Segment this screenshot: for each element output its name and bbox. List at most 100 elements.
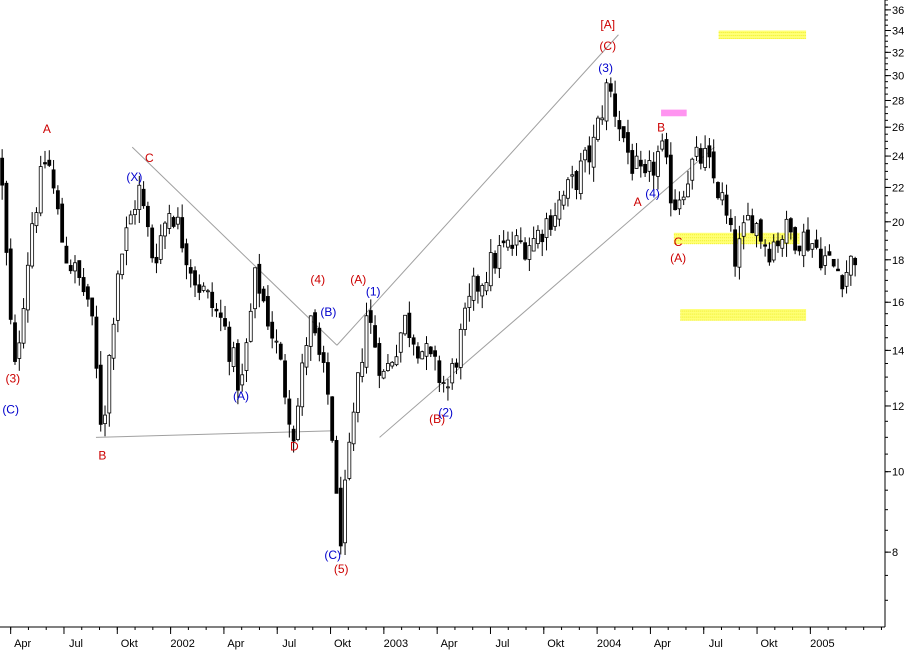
candle-body	[621, 126, 626, 139]
candle-body	[218, 312, 223, 318]
price-candles	[0, 77, 858, 555]
x-tick-label: 2004	[597, 638, 621, 650]
candle-body	[600, 117, 605, 121]
candle-body	[278, 343, 283, 360]
candle-body	[34, 212, 39, 227]
candle-body	[257, 263, 262, 294]
candle-body	[737, 238, 742, 268]
candle-body	[411, 337, 416, 345]
y-tick-label: 28	[892, 95, 904, 107]
wave-label-15: (2)	[438, 406, 453, 420]
candle-body	[548, 215, 553, 230]
candle-body	[326, 362, 330, 395]
candle-body	[651, 161, 656, 176]
candle-body	[390, 361, 395, 367]
candle-body	[205, 290, 210, 293]
candle-body	[797, 245, 802, 252]
candle-body	[793, 227, 798, 251]
wave-label-13: (1)	[366, 285, 381, 299]
candle-body	[287, 398, 292, 425]
candle-body	[574, 171, 579, 190]
candle-body	[754, 223, 759, 237]
candle-body	[510, 244, 515, 249]
candle-body	[85, 286, 90, 300]
candle-body	[853, 257, 858, 266]
candle-body	[428, 346, 433, 355]
candle-body	[416, 346, 420, 359]
wave-label-18: (3)	[598, 61, 613, 75]
candle-body	[64, 245, 69, 264]
x-tick-label: Apr	[441, 638, 458, 650]
candle-body	[523, 242, 527, 260]
candle-body	[145, 205, 150, 228]
candle-body	[656, 151, 660, 177]
candle-body	[394, 356, 399, 366]
candle-body	[626, 132, 630, 153]
trendline-2	[336, 34, 619, 346]
candle-body	[330, 396, 335, 441]
candle-body	[527, 245, 532, 260]
candle-body	[844, 272, 849, 287]
target-zone-3	[680, 309, 807, 321]
candle-body	[111, 323, 116, 359]
wave-label-8: (4)	[310, 273, 325, 287]
candle-body	[120, 253, 125, 276]
candle-body	[728, 217, 733, 226]
y-tick-label: 36	[892, 5, 904, 17]
x-axis: Apr Jul Okt 2002 Apr Jul Okt 2003 Apr Jul Okt 2004 A…	[0, 626, 885, 650]
candle-body	[703, 147, 708, 168]
candle-body	[223, 318, 227, 327]
candle-body	[313, 312, 317, 334]
wave-label-6: (A)	[233, 389, 249, 403]
candle-body	[741, 222, 746, 237]
wave-label-10: (C)	[324, 548, 341, 562]
candle-body	[197, 284, 202, 293]
x-tick-label: 2005	[810, 638, 834, 650]
candle-body	[836, 268, 840, 272]
candle-body	[450, 363, 455, 384]
candle-body	[347, 441, 352, 479]
y-tick-label: 24	[892, 151, 904, 163]
candle-body	[171, 217, 176, 227]
candle-body	[686, 183, 690, 198]
candle-body	[780, 239, 785, 249]
candle-body	[831, 258, 836, 267]
candle-body	[381, 370, 386, 379]
wave-label-5: (X)	[126, 170, 142, 184]
y-tick-label: 12	[892, 401, 904, 413]
target-zone-1	[661, 109, 687, 117]
wave-label-9: (B)	[320, 305, 336, 319]
candle-body	[613, 93, 617, 117]
candle-body	[261, 288, 266, 302]
candle-body	[788, 218, 793, 233]
candle-body	[814, 239, 819, 248]
candle-body	[407, 312, 412, 338]
candle-body	[240, 374, 245, 386]
candle-body	[673, 199, 678, 211]
candle-body	[806, 229, 810, 251]
candle-body	[608, 83, 613, 92]
wave-label-17: (C)	[599, 39, 616, 53]
candle-body	[617, 120, 622, 130]
x-tick-label: Apr	[14, 638, 31, 650]
wave-label-12: (A)	[350, 273, 366, 287]
trendline-0	[95, 430, 331, 438]
candle-body	[506, 239, 510, 248]
wave-label-4: C	[145, 151, 154, 165]
candle-body	[386, 363, 390, 372]
candle-body	[578, 160, 583, 194]
candle-body	[484, 282, 489, 292]
candle-body	[540, 233, 545, 243]
candle-body	[647, 160, 652, 172]
candle-body	[235, 343, 240, 391]
candle-body	[210, 291, 215, 309]
candle-body	[463, 307, 467, 330]
candle-body	[566, 179, 570, 199]
x-tick-label: Okt	[121, 638, 138, 650]
candle-body	[248, 310, 253, 342]
y-tick-label: 14	[892, 345, 904, 357]
candle-body	[604, 82, 609, 122]
x-tick-label: 2003	[384, 638, 408, 650]
